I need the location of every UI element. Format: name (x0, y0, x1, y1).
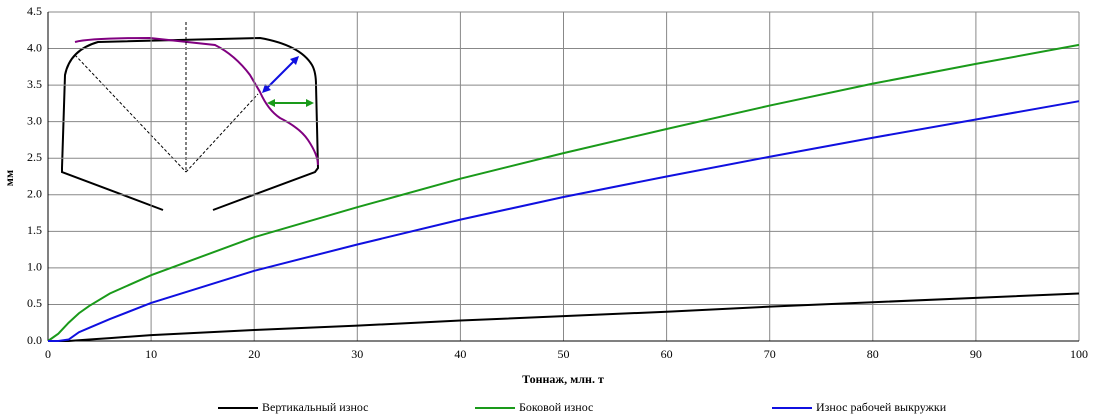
y-tick-label: 3.0 (27, 113, 42, 127)
x-tick-label: 30 (351, 347, 363, 361)
y-tick-label: 1.0 (27, 260, 42, 274)
legend-label: Вертикальный износ (262, 400, 369, 414)
x-tick-label: 20 (248, 347, 260, 361)
rail-inset (61, 22, 320, 211)
x-tick-label: 10 (145, 347, 157, 361)
x-tick-label: 70 (764, 347, 776, 361)
y-tick-label: 1.5 (27, 223, 42, 237)
x-tick-label: 40 (454, 347, 466, 361)
x-tick-label: 60 (661, 347, 673, 361)
y-tick-label: 2.5 (27, 150, 42, 164)
x-tick-label: 50 (558, 347, 570, 361)
legend-label: Износ рабочей выкружки (816, 400, 947, 414)
legend-label: Боковой износ (519, 400, 593, 414)
y-tick-label: 4.5 (27, 4, 42, 18)
series-line (48, 292, 1080, 342)
series-line (48, 100, 1080, 342)
y-tick-label: 2.0 (27, 187, 42, 201)
y-tick-label: 0.5 (27, 296, 42, 310)
x-tick-label: 0 (45, 347, 51, 361)
series-line (47, 43, 1080, 342)
y-tick-label: 3.5 (27, 77, 42, 91)
x-tick-label: 100 (1070, 347, 1088, 361)
y-tick-label: 0.0 (27, 333, 42, 347)
x-axis-title: Тоннаж, млн. т (522, 372, 604, 386)
x-tick-label: 80 (867, 347, 879, 361)
y-axis-title: мм (2, 170, 16, 186)
y-tick-label: 4.0 (27, 40, 42, 54)
x-tick-label: 90 (970, 347, 982, 361)
